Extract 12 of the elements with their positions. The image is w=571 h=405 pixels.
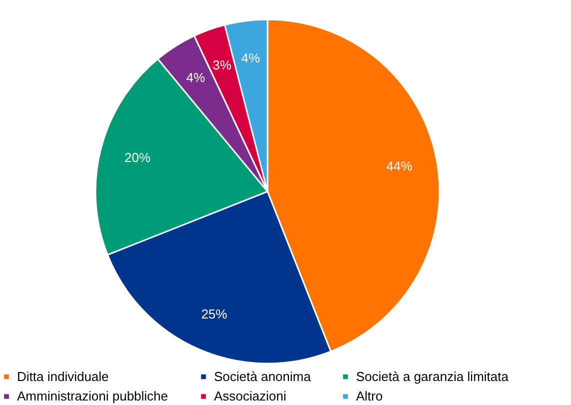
legend-label: Società a garanzia limitata: [356, 368, 510, 384]
data-label: 25%: [201, 306, 228, 322]
data-label: 44%: [386, 158, 413, 174]
legend-label: Ditta individuale: [17, 368, 109, 384]
legend-label: Associazioni: [214, 388, 286, 404]
legend-label: Società anonima: [214, 368, 312, 384]
data-label: 20%: [124, 150, 151, 166]
data-label: 3%: [212, 57, 232, 72]
legend-label: Altro: [356, 388, 383, 404]
legend-label: Amministrazioni pubbliche: [17, 388, 168, 404]
data-label: 4%: [241, 50, 261, 66]
data-label: 4%: [186, 70, 206, 86]
